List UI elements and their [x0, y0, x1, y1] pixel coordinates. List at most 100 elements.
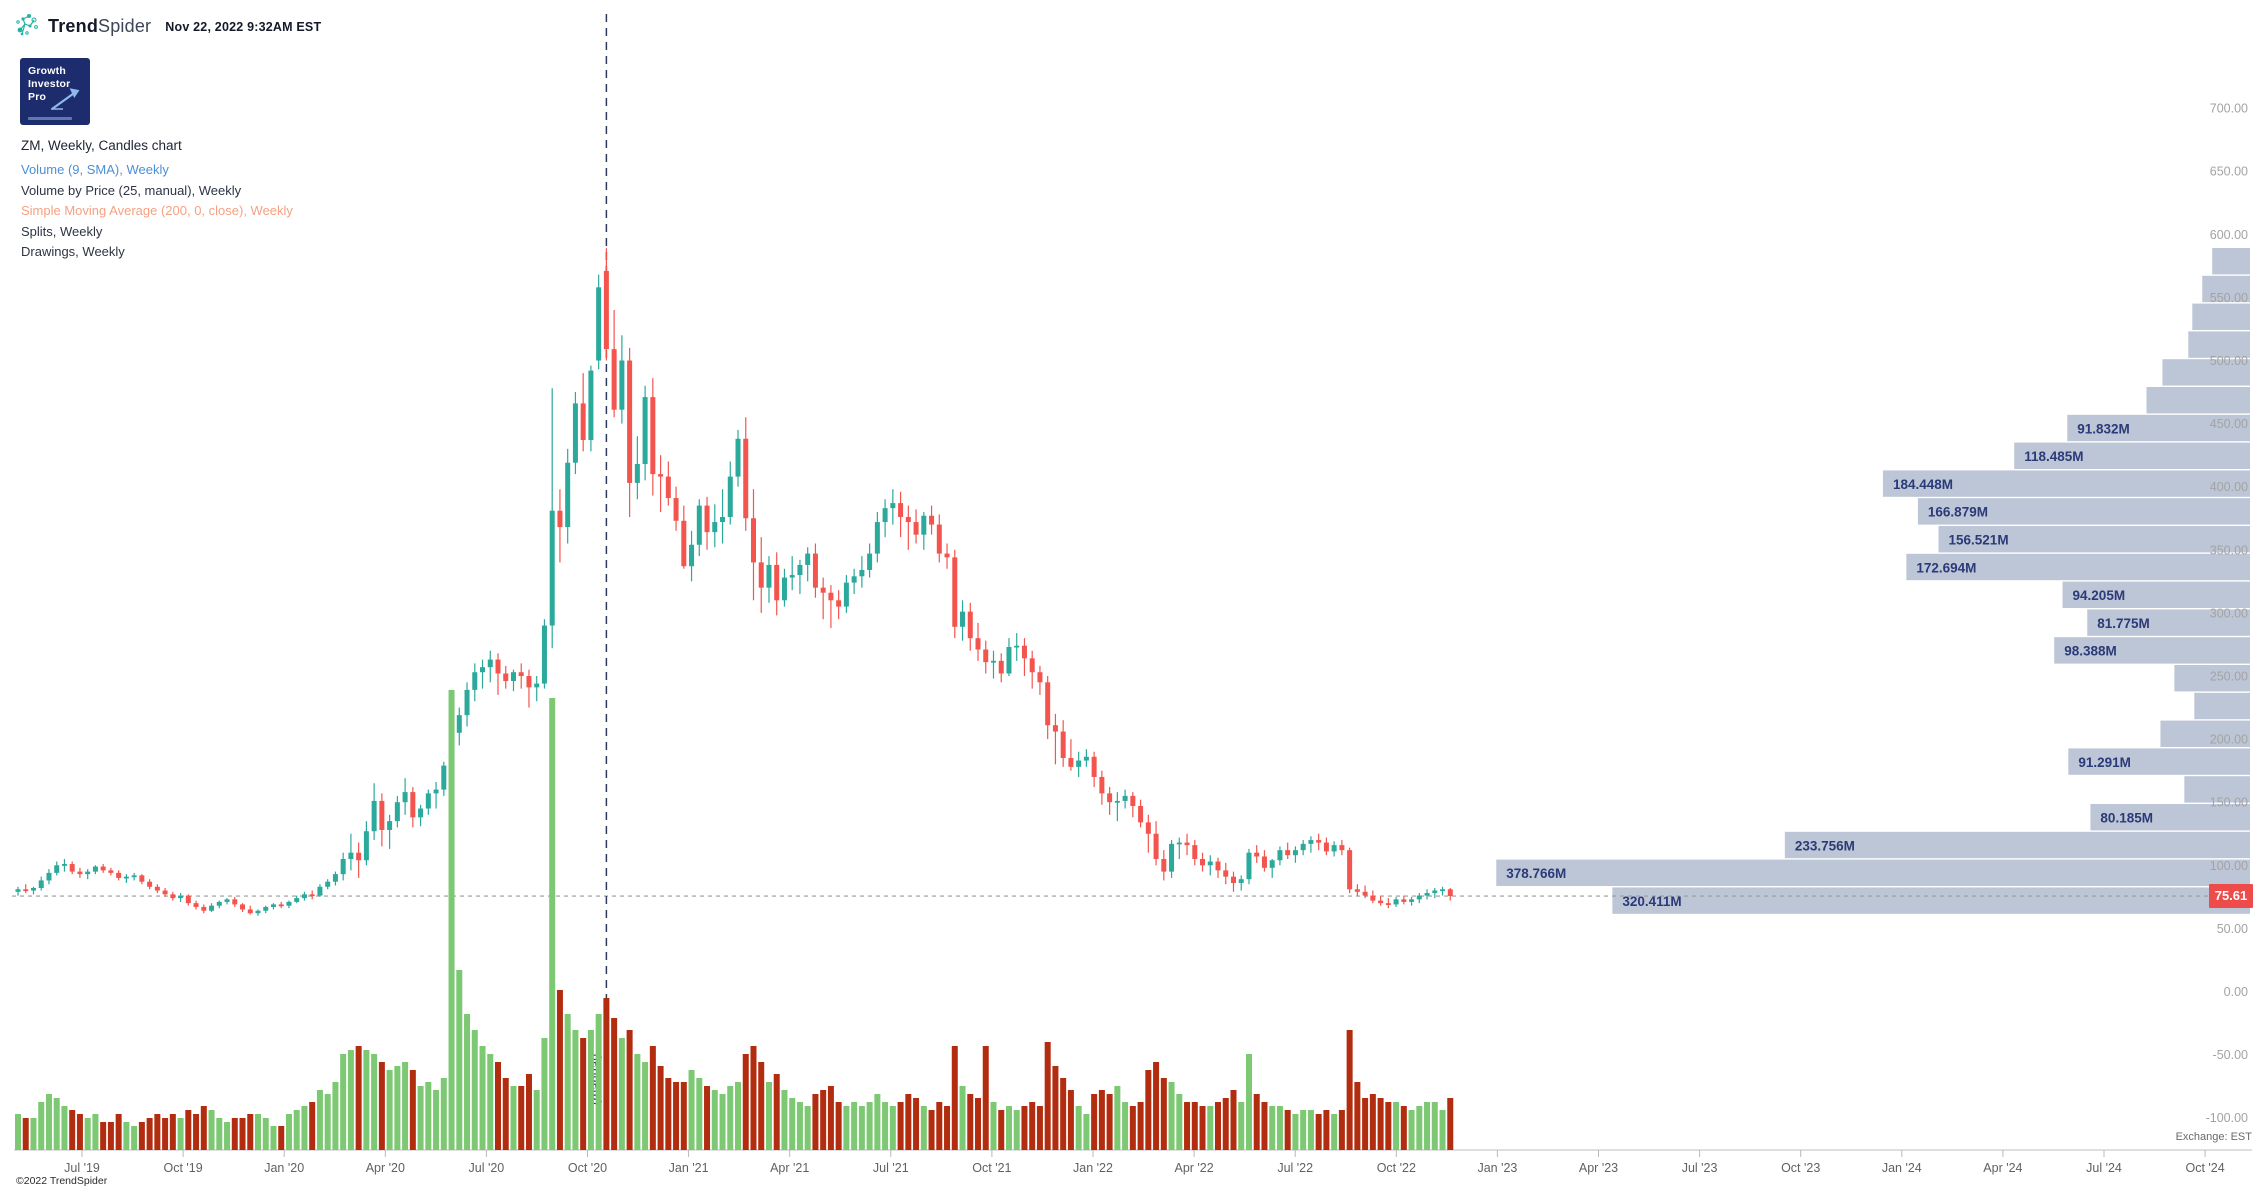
vp-row-label: 80.185M — [2100, 811, 2153, 826]
volume-bar — [1122, 1102, 1129, 1150]
candle-body — [425, 793, 431, 809]
volume-bar — [487, 1054, 494, 1150]
candle-body — [348, 852, 354, 859]
volume-bar — [789, 1098, 796, 1150]
volume-bar — [556, 990, 563, 1150]
legend-item-sma: Simple Moving Average (200, 0, close), W… — [21, 203, 293, 218]
candle-body — [549, 510, 555, 626]
volume-bar — [1153, 1062, 1160, 1150]
candle-body — [456, 715, 462, 733]
candle-body — [301, 894, 307, 899]
candle-body — [1378, 900, 1384, 904]
volume-bar — [100, 1122, 107, 1150]
volume-bar — [1184, 1102, 1191, 1150]
volume-bar — [936, 1102, 943, 1150]
vp-row — [2194, 692, 2250, 720]
volume-bar — [773, 1074, 780, 1150]
candle-body — [913, 522, 919, 535]
volume-bar — [704, 1086, 711, 1150]
volume-bar — [371, 1054, 378, 1150]
candle-body — [1269, 860, 1275, 868]
candle-body — [154, 886, 160, 891]
x-tick-label: Oct '21 — [972, 1161, 1011, 1175]
candle-body — [1083, 756, 1089, 761]
candle-body — [100, 866, 106, 871]
volume-bar — [162, 1118, 169, 1150]
volume-bar — [975, 1098, 982, 1150]
candle-body — [1114, 800, 1120, 803]
candle-body — [696, 505, 702, 545]
volume-bar — [905, 1094, 912, 1150]
volume-bar — [347, 1050, 354, 1150]
volume-bar — [208, 1110, 215, 1150]
volume-bar — [471, 1030, 478, 1150]
volume-bar — [1354, 1082, 1361, 1150]
candle-body — [1029, 658, 1035, 673]
candle-body — [170, 894, 176, 899]
candle-body — [882, 508, 888, 523]
candle-body — [193, 903, 199, 907]
volume-bar — [324, 1094, 331, 1150]
volume-bar — [425, 1082, 432, 1150]
volume-bar — [448, 690, 455, 1150]
candle-body — [534, 683, 540, 688]
vp-row — [1496, 859, 2250, 886]
vp-row — [1917, 498, 2250, 525]
price-tick-label: 200.00 — [2210, 733, 2248, 747]
candle-body — [642, 397, 648, 464]
volume-bar — [913, 1098, 920, 1150]
volume-bar — [1447, 1098, 1454, 1150]
volume-bar — [131, 1126, 138, 1150]
volume-bar — [45, 1094, 52, 1150]
volume-bar — [316, 1090, 323, 1150]
candle-body — [650, 397, 656, 475]
candle-body — [596, 287, 602, 361]
vp-row-label: 378.766M — [1506, 866, 1566, 881]
candle-body — [162, 890, 168, 895]
x-tick-label: Jul '23 — [1682, 1161, 1718, 1175]
price-tick-label: -50.00 — [2213, 1048, 2248, 1062]
volume-bar — [107, 1122, 114, 1150]
candle-body — [921, 515, 927, 535]
volume-bar — [285, 1114, 292, 1150]
volume-bar — [1021, 1106, 1028, 1150]
price-tick-label: 400.00 — [2210, 480, 2248, 494]
candle-body — [69, 864, 75, 872]
candle-body — [1362, 891, 1368, 896]
vp-row-label: 81.775M — [2097, 616, 2150, 631]
candle-body — [1153, 833, 1159, 859]
volume-bar — [688, 1070, 695, 1150]
volume-bar — [758, 1062, 765, 1150]
candle-body — [565, 462, 571, 528]
vp-row — [1938, 526, 2250, 553]
candle-body — [1169, 843, 1175, 872]
candle-body — [990, 660, 996, 663]
indicator-legend: ZM, Weekly, Candles chart Volume (9, SMA… — [21, 138, 293, 263]
vp-row-label: 91.832M — [2077, 421, 2130, 436]
volume-by-price-layer — [1496, 248, 2250, 914]
trendspider-wordmark: TrendSpider — [48, 16, 152, 36]
volume-bar — [1393, 1102, 1400, 1150]
vp-row-label: 166.879M — [1928, 505, 1988, 520]
volume-bar — [1300, 1110, 1307, 1150]
price-tick-label: 300.00 — [2210, 606, 2248, 620]
candle-body — [1006, 646, 1012, 674]
price-tick-label: 700.00 — [2210, 102, 2248, 116]
candle-body — [278, 904, 284, 907]
volume-bar — [69, 1110, 76, 1150]
candle-body — [952, 557, 958, 627]
volume-bar — [1230, 1090, 1237, 1150]
x-tick-label: Jul '19 — [64, 1161, 100, 1175]
candle-body — [712, 522, 718, 533]
x-tick-label: Jan '24 — [1882, 1161, 1922, 1175]
copyright-note: ©2022 TrendSpider — [16, 1175, 108, 1187]
volume-bar — [239, 1118, 246, 1150]
badge-line: Investor — [28, 78, 71, 91]
volume-bar — [990, 1102, 997, 1150]
vp-row — [2087, 609, 2250, 636]
candle-body — [588, 370, 594, 441]
x-tick-label: Oct '24 — [2185, 1161, 2224, 1175]
legend-item-drawings: Drawings, Weekly — [21, 244, 125, 259]
